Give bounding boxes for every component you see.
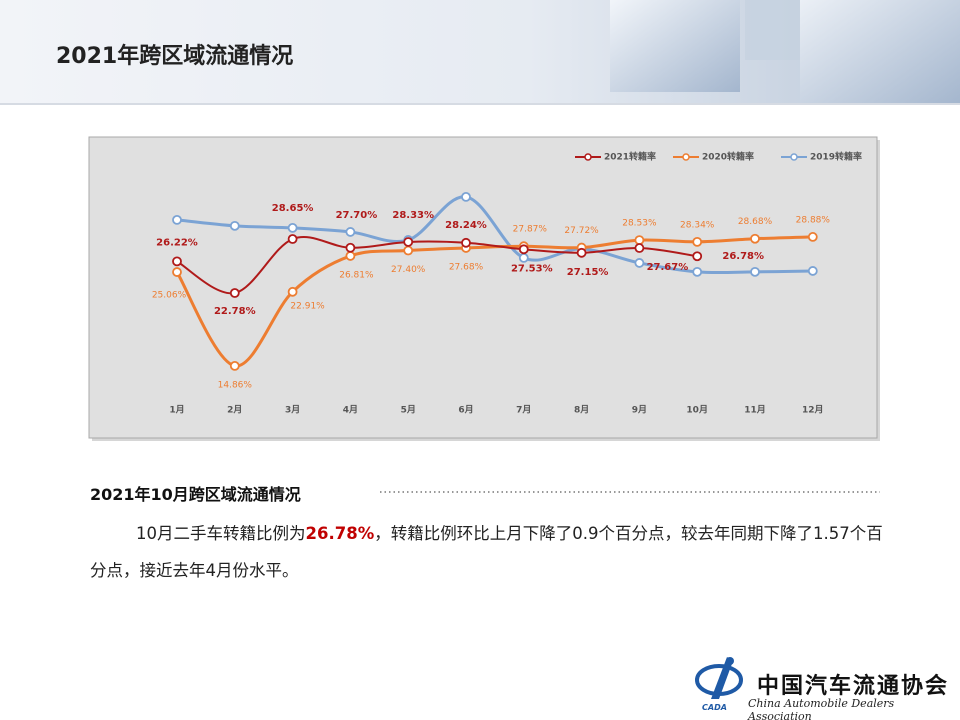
logo-en: China Automobile Dealers Association — [748, 697, 895, 720]
data-point — [172, 267, 182, 277]
x-tick-label: 5月 — [401, 405, 416, 416]
data-label: 27.15% — [567, 267, 609, 278]
section-title: 2021年10月跨区域流通情况 — [90, 485, 301, 504]
data-point — [461, 237, 471, 248]
x-tick-label: 8月 — [574, 405, 589, 416]
data-label: 27.53% — [511, 263, 553, 274]
data-label: 27.70% — [336, 210, 378, 221]
data-point — [692, 266, 703, 277]
data-label: 28.24% — [445, 220, 487, 231]
legend-label: 2020转籍率 — [702, 151, 754, 163]
series-line — [176, 236, 698, 295]
logo-cn: 中国汽车流通协会 — [757, 673, 950, 699]
data-point — [345, 242, 356, 253]
x-tick-label: 11月 — [744, 405, 766, 416]
data-point — [287, 222, 298, 233]
x-tick-label: 1月 — [169, 405, 184, 416]
legend-marker — [584, 153, 592, 161]
x-tick-label: 12月 — [802, 405, 824, 416]
data-label: 28.53% — [622, 219, 657, 229]
data-label: 25.06% — [152, 291, 187, 301]
data-label: 27.72% — [564, 226, 599, 236]
data-point — [692, 251, 703, 262]
data-point — [576, 247, 587, 258]
data-label: 26.22% — [156, 237, 198, 248]
data-point — [807, 232, 818, 242]
data-label: 27.87% — [513, 225, 548, 235]
logo-abbr: CADA — [702, 703, 727, 712]
data-point — [750, 233, 760, 244]
data-point — [403, 237, 414, 247]
data-point — [345, 251, 356, 261]
highlight: 26.78% — [305, 524, 375, 543]
data-label: 28.68% — [738, 217, 773, 227]
data-point — [692, 236, 703, 247]
x-tick-label: 9月 — [632, 405, 647, 416]
data-label: 27.67% — [647, 262, 689, 273]
data-point — [172, 214, 182, 225]
data-point — [750, 266, 760, 277]
x-tick-label: 7月 — [516, 405, 531, 416]
legend-label: 2019转籍率 — [810, 151, 862, 163]
data-label: 26.78% — [722, 251, 764, 262]
x-tick-label: 2月 — [227, 405, 242, 416]
data-label: 28.33% — [392, 210, 434, 221]
data-label: 28.88% — [796, 215, 831, 225]
paragraph: 10月二手车转籍比例为26.78%，转籍比例环比上月下降了0.9个百分点，较去年… — [90, 515, 895, 589]
data-point — [634, 235, 645, 246]
data-label: 26.81% — [339, 270, 374, 280]
x-tick-label: 10月 — [686, 405, 708, 416]
data-label: 22.91% — [290, 301, 325, 311]
data-label: 28.34% — [680, 220, 715, 230]
data-point — [172, 256, 182, 267]
legend-marker — [790, 153, 798, 161]
data-label: 27.40% — [391, 265, 426, 275]
data-point — [807, 266, 818, 276]
x-tick-label: 3月 — [285, 405, 300, 416]
data-point — [229, 288, 240, 298]
data-point — [229, 220, 240, 231]
data-point — [518, 252, 529, 263]
data-point — [634, 258, 645, 268]
data-label: 22.78% — [214, 306, 256, 317]
x-tick-label: 4月 — [343, 405, 358, 416]
x-tick-label: 6月 — [458, 405, 473, 416]
data-point — [518, 244, 529, 255]
data-point — [403, 245, 414, 256]
text: ，转籍比例环比上月下降了0.9个百分点，较去年同期下降了1.57个百分点，接近去… — [90, 524, 883, 580]
data-label: 28.65% — [272, 203, 314, 214]
data-point — [229, 360, 240, 371]
data-point — [634, 243, 645, 253]
slide-title: 2021年跨区域流通情况 — [56, 44, 294, 69]
data-point — [461, 191, 471, 202]
data-point — [287, 234, 298, 244]
text: 10月二手车转籍比例为 — [136, 524, 306, 543]
legend-label: 2021转籍率 — [604, 151, 656, 163]
legend-marker — [682, 153, 690, 161]
data-label: 27.68% — [449, 262, 484, 272]
data-label: 14.86% — [218, 380, 253, 390]
data-point — [287, 286, 298, 297]
data-point — [345, 227, 356, 237]
